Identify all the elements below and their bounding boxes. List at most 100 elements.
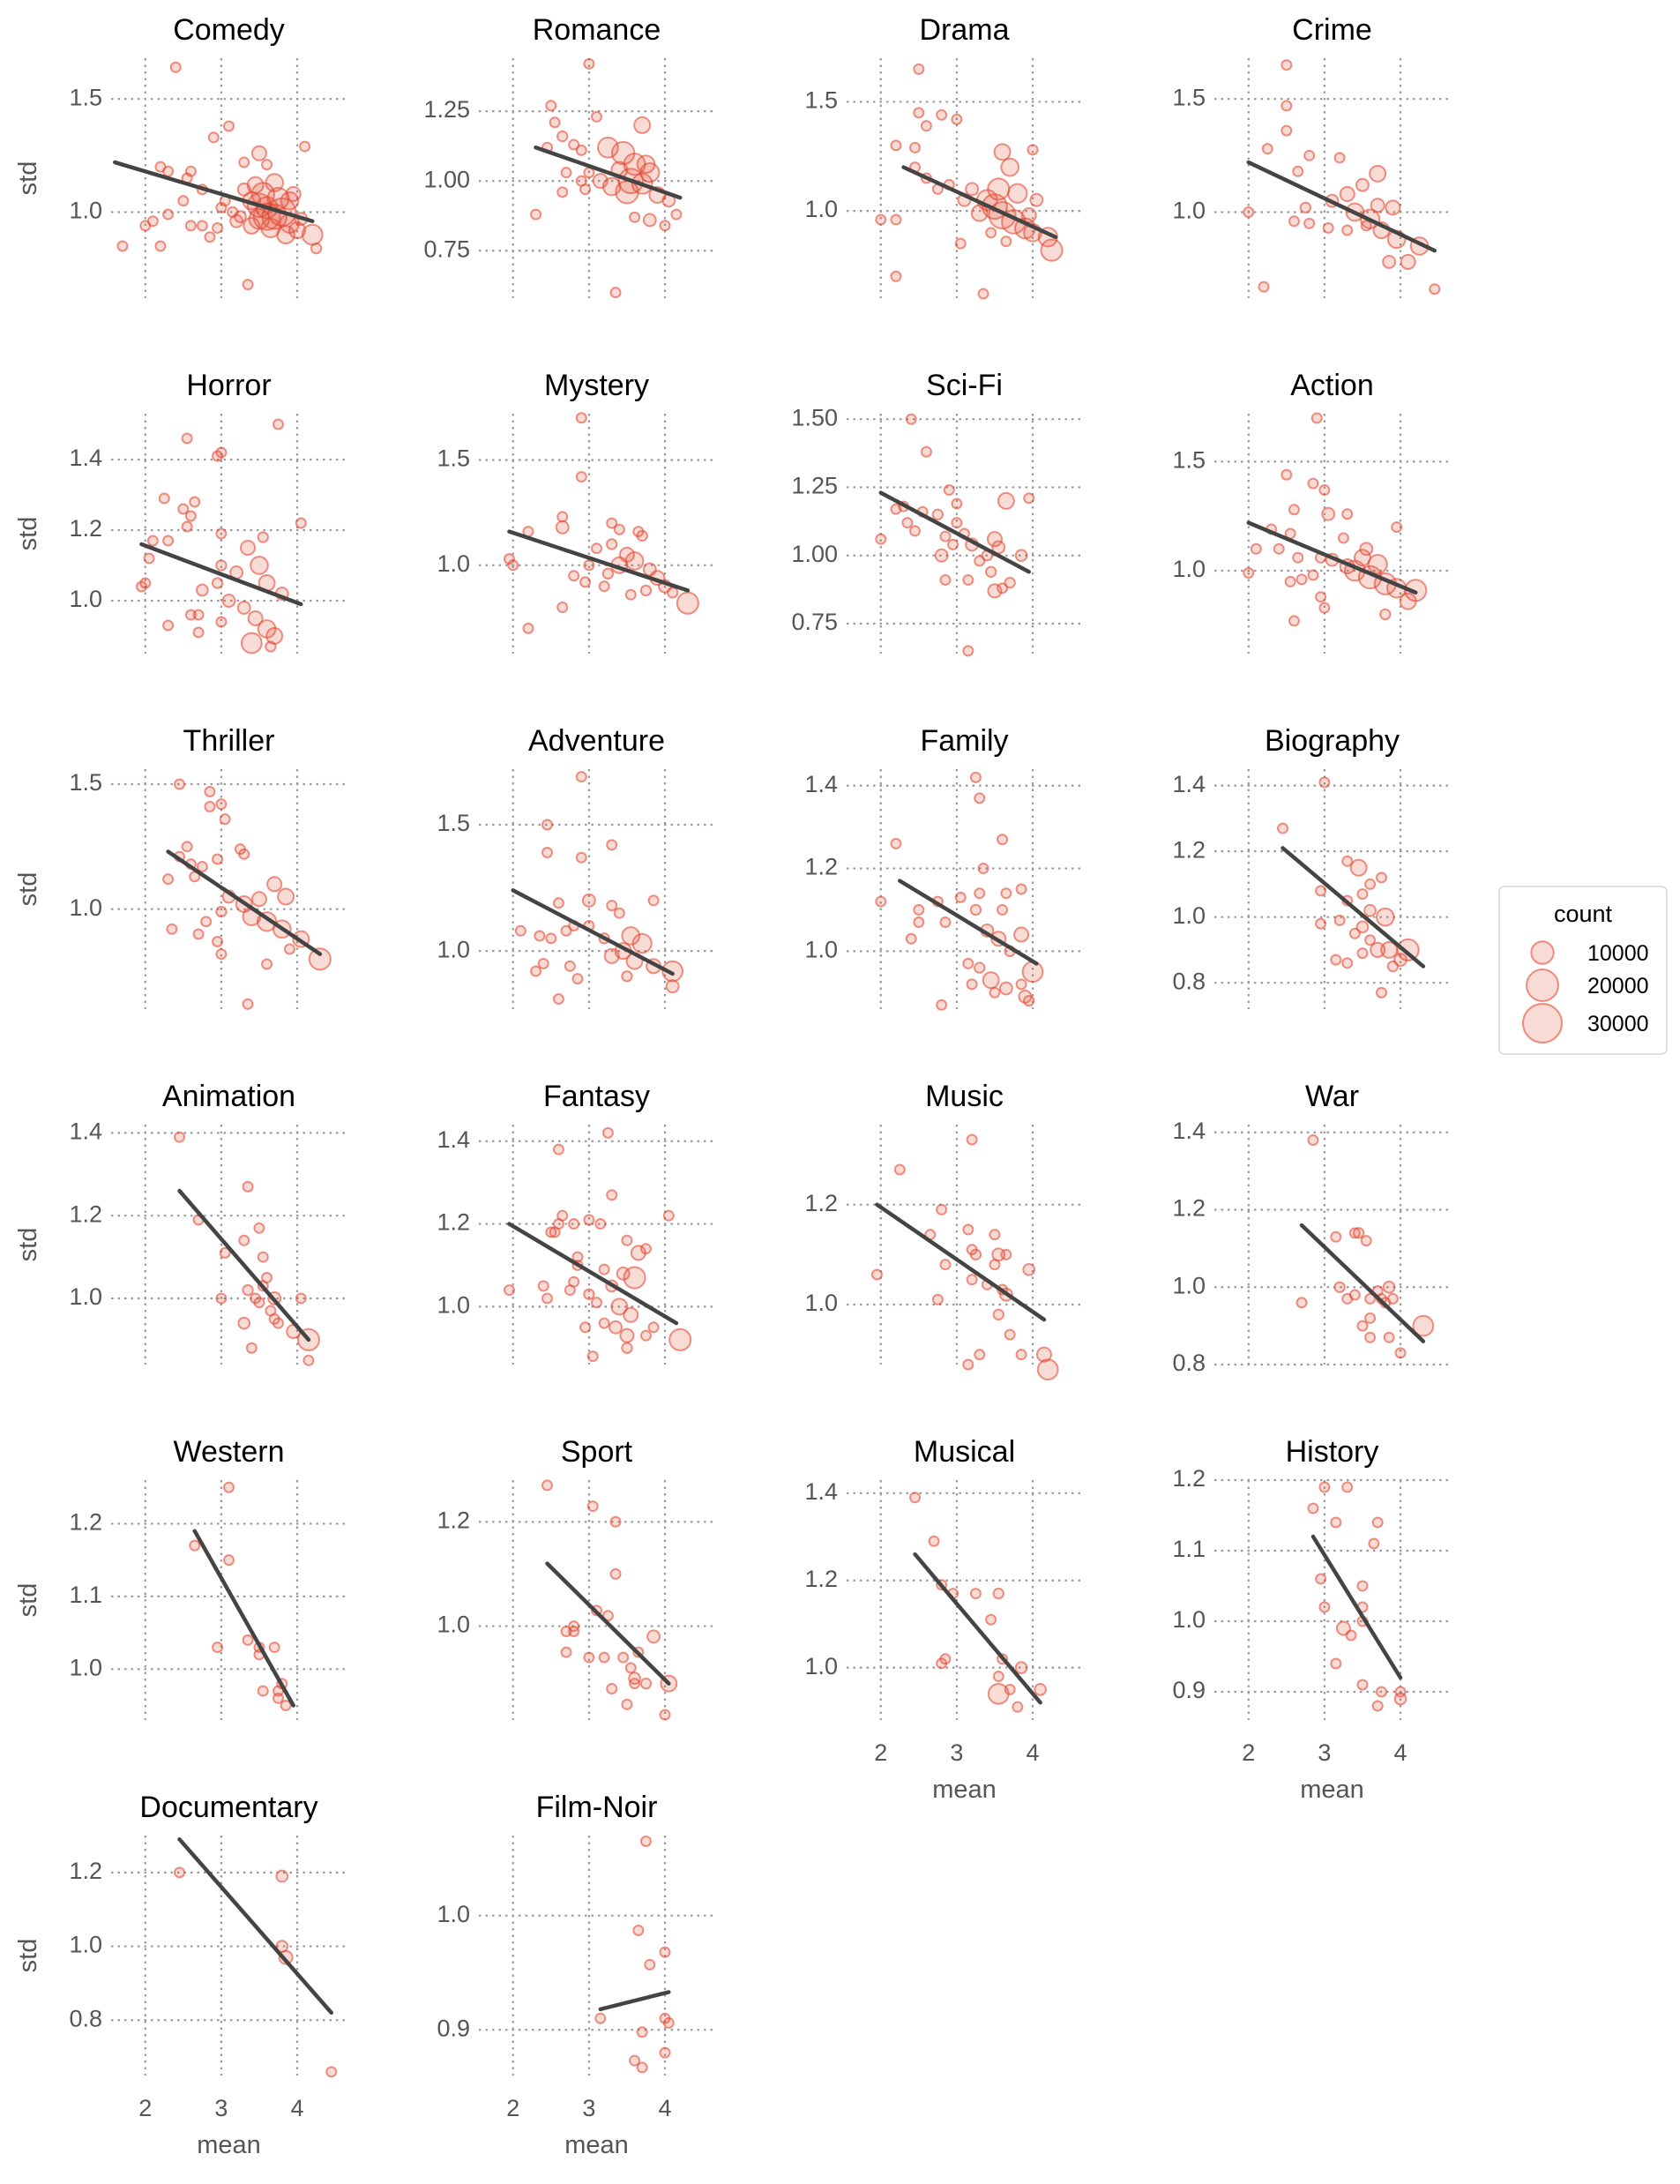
y-tick-label: 1.4 (69, 445, 102, 471)
data-point (1348, 1227, 1361, 1239)
data-point (579, 576, 592, 588)
panel-title: Thriller (183, 724, 275, 758)
data-point (1379, 608, 1392, 621)
y-tick-label: 1.0 (1172, 1272, 1206, 1298)
data-point (295, 1292, 307, 1305)
data-point (579, 1321, 592, 1334)
data-point (985, 227, 997, 239)
legend-marker (1530, 940, 1555, 965)
x-axis-label: mean (932, 1776, 997, 1804)
data-point (1382, 1280, 1396, 1294)
data-point (1333, 914, 1346, 926)
data-point (630, 1245, 646, 1261)
data-point (1243, 206, 1255, 218)
data-point (1281, 59, 1293, 71)
regression-line (139, 542, 303, 607)
data-point (1243, 567, 1255, 580)
data-point (670, 208, 683, 221)
y-tick-label: 1.0 (804, 936, 838, 962)
data-point (583, 559, 595, 572)
data-point (939, 574, 952, 587)
data-point (1368, 1537, 1380, 1550)
data-point (1258, 280, 1270, 293)
data-point (541, 1292, 554, 1305)
facet-panels: Comedy 1.0 1.5 std Romance 0.75 1.00 1.25 Drama 1… (14, 13, 1450, 2159)
data-point (1307, 1502, 1319, 1515)
data-point (1261, 143, 1273, 155)
data-point (920, 445, 932, 458)
data-point (665, 979, 680, 994)
x-tick-label: 4 (291, 2095, 304, 2121)
data-point (1348, 927, 1361, 939)
y-tick-label: 1.0 (69, 1283, 102, 1310)
data-point (1022, 1262, 1036, 1276)
data-point (636, 2061, 648, 2074)
data-point (936, 999, 948, 1011)
x-tick-label: 3 (1318, 1739, 1331, 1766)
data-point (162, 535, 175, 547)
data-point (609, 1515, 622, 1528)
y-tick-label: 0.8 (69, 2005, 102, 2031)
data-point (158, 492, 170, 505)
data-point (1023, 994, 1035, 1007)
data-point (272, 1692, 284, 1704)
data-point (875, 533, 887, 545)
data-point (624, 588, 637, 601)
data-point (1330, 1516, 1342, 1529)
data-point (223, 1554, 235, 1567)
data-point (545, 932, 557, 945)
panel-documentary: Documentary 0.8 1.0 1.2 std 2 3 4 mean (14, 1791, 347, 2159)
data-point (947, 538, 959, 550)
panel-title: History (1286, 1435, 1379, 1469)
data-point (901, 517, 914, 529)
data-point (992, 1671, 1004, 1683)
data-point (583, 57, 595, 70)
y-tick-label: 1.2 (69, 1509, 102, 1536)
panel-title: Comedy (173, 13, 285, 47)
data-point (275, 1869, 289, 1883)
data-point (928, 1535, 940, 1547)
y-tick-label: 1.50 (791, 404, 838, 430)
data-point (556, 602, 569, 614)
data-point (265, 173, 285, 192)
data-point (238, 1234, 250, 1246)
data-point (931, 508, 945, 521)
data-point (1383, 1331, 1395, 1343)
y-tick-label: 1.0 (69, 198, 102, 224)
x-tick-label: 3 (950, 1739, 963, 1766)
legend-box (1498, 886, 1668, 1055)
data-point (514, 924, 526, 937)
data-point (189, 1539, 201, 1552)
data-point (629, 211, 641, 223)
y-tick-label: 1.2 (69, 515, 102, 542)
data-point (1394, 1686, 1407, 1698)
data-point (659, 220, 671, 232)
data-point (579, 183, 592, 196)
data-point (631, 932, 653, 954)
data-point (954, 237, 967, 250)
y-tick-label: 1.0 (1172, 198, 1206, 224)
data-point (1014, 1661, 1028, 1675)
data-point (1034, 1683, 1047, 1696)
data-point (936, 1657, 948, 1670)
panel-biography: Biography 0.8 1.0 1.2 1.4 (1172, 724, 1450, 1009)
y-tick-label: 1.4 (1172, 1118, 1206, 1144)
data-point (639, 1329, 652, 1342)
panel-war: War 0.8 1.0 1.2 1.4 (1172, 1080, 1450, 1376)
y-axis-label: std (14, 1583, 42, 1618)
data-point (977, 863, 989, 875)
data-point (601, 1610, 614, 1622)
data-point (966, 1274, 978, 1286)
data-point (280, 1700, 292, 1712)
panel-family: Family 1.0 1.2 1.4 (804, 724, 1082, 1011)
y-tick-label: 1.0 (804, 196, 838, 222)
data-point (243, 216, 261, 235)
data-point (962, 1223, 974, 1236)
points (503, 1126, 692, 1363)
y-tick-label: 1.0 (69, 586, 102, 612)
points (174, 1131, 320, 1366)
x-tick-label: 4 (659, 2095, 672, 2121)
data-point (541, 846, 554, 858)
data-point (969, 903, 982, 916)
data-point (1307, 1134, 1319, 1147)
